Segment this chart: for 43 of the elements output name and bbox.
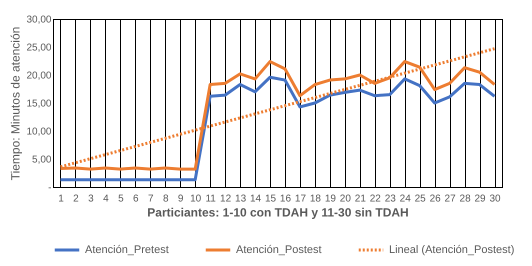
x-tick-label: 4 [103, 194, 110, 204]
x-tick-label: 19 [324, 194, 336, 204]
x-tick-label: 23 [384, 194, 396, 204]
x-tick-label: 5 [118, 194, 124, 204]
x-tick-label: 26 [430, 194, 442, 204]
x-tick-label: 10 [190, 194, 202, 204]
y-tick-label: 10,00 [26, 126, 52, 138]
x-tick-label: 21 [354, 194, 366, 204]
x-tick-label: 14 [250, 194, 262, 204]
y-tick-label: 5,00 [32, 154, 52, 166]
x-tick-label: 16 [280, 194, 292, 204]
x-tick-label: 25 [414, 194, 426, 204]
y-tick-label: 20,00 [26, 70, 52, 82]
x-tick-label: 8 [162, 194, 169, 204]
legend-label: Lineal (Atención_Postest) [389, 244, 514, 256]
x-tick-label: 3 [88, 194, 94, 204]
x-tick-label: 11 [205, 194, 216, 204]
x-tick-label: 6 [133, 194, 140, 204]
x-tick-label: 20 [340, 194, 352, 204]
x-axis-title: Particiantes: 1-10 con TDAH y 11-30 sin TDAH [147, 206, 409, 220]
x-tick-label: 7 [148, 194, 154, 204]
x-tick-label: 17 [294, 194, 306, 204]
y-tick-label: 25,00 [26, 42, 52, 54]
y-tick-label: 15,00 [26, 98, 52, 110]
y-tick-label: 30,00 [26, 14, 52, 26]
x-tick-label: 13 [235, 194, 247, 204]
x-tick-label: 28 [460, 194, 472, 204]
x-tick-label: 1 [58, 194, 64, 204]
x-tick-label: 15 [264, 194, 277, 204]
legend-label: Atención_Postest [236, 244, 322, 256]
x-tick-label: 12 [220, 194, 232, 204]
x-tick-label: 2 [73, 194, 80, 204]
x-tick-label: 9 [178, 194, 184, 204]
x-tick-label: 22 [370, 194, 382, 204]
x-tick-label: 30 [489, 194, 502, 204]
legend-label: Atención_Pretest [85, 244, 169, 256]
y-tick-label: - [48, 182, 52, 194]
x-tick-label: 18 [310, 194, 322, 204]
x-tick-label: 24 [400, 194, 412, 204]
x-tick-label: 29 [474, 194, 486, 204]
x-tick-label: 27 [444, 194, 456, 204]
line-series [58, 76, 496, 182]
y-axis-title: Tiempo: Minutos de atención [8, 26, 22, 180]
